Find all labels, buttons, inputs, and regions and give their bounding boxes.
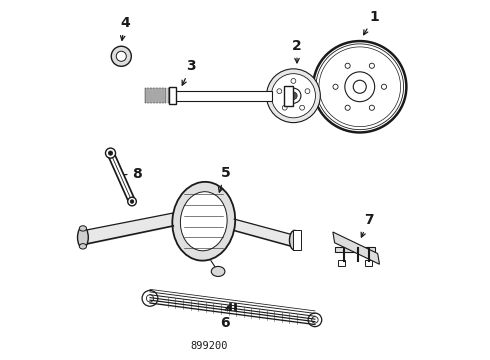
FancyBboxPatch shape <box>150 88 152 103</box>
Circle shape <box>333 84 338 89</box>
Circle shape <box>345 63 350 68</box>
Ellipse shape <box>180 192 227 251</box>
Text: 7: 7 <box>361 213 373 237</box>
Circle shape <box>271 74 316 118</box>
FancyBboxPatch shape <box>147 88 149 103</box>
Text: 6: 6 <box>220 306 230 330</box>
Circle shape <box>308 313 322 327</box>
FancyBboxPatch shape <box>145 88 147 103</box>
Text: 5: 5 <box>219 166 230 192</box>
FancyBboxPatch shape <box>338 260 345 266</box>
FancyBboxPatch shape <box>162 88 164 103</box>
Circle shape <box>282 105 287 110</box>
Ellipse shape <box>290 230 299 250</box>
FancyBboxPatch shape <box>169 87 176 104</box>
Circle shape <box>267 69 320 123</box>
Circle shape <box>111 46 131 66</box>
FancyBboxPatch shape <box>293 230 300 250</box>
Circle shape <box>369 105 374 110</box>
Text: 1: 1 <box>364 10 379 35</box>
Circle shape <box>142 291 158 306</box>
Circle shape <box>290 92 297 99</box>
FancyBboxPatch shape <box>285 86 294 106</box>
FancyBboxPatch shape <box>365 260 372 266</box>
Circle shape <box>353 80 367 93</box>
Circle shape <box>277 89 282 94</box>
Text: 4: 4 <box>120 16 130 40</box>
Ellipse shape <box>79 226 87 231</box>
Text: 8: 8 <box>118 167 142 181</box>
FancyBboxPatch shape <box>170 91 272 101</box>
FancyBboxPatch shape <box>165 88 167 103</box>
Ellipse shape <box>77 226 88 248</box>
Polygon shape <box>333 232 379 264</box>
FancyBboxPatch shape <box>156 88 158 103</box>
Circle shape <box>116 51 126 61</box>
Text: 3: 3 <box>182 59 196 85</box>
FancyBboxPatch shape <box>153 88 155 103</box>
Circle shape <box>105 148 116 158</box>
Ellipse shape <box>172 182 235 261</box>
Ellipse shape <box>79 244 87 249</box>
Circle shape <box>108 151 113 155</box>
Text: 2: 2 <box>292 39 302 63</box>
Circle shape <box>305 89 310 94</box>
FancyBboxPatch shape <box>168 88 170 103</box>
Circle shape <box>381 84 387 89</box>
Ellipse shape <box>211 266 225 276</box>
FancyBboxPatch shape <box>159 88 161 103</box>
Circle shape <box>369 63 374 68</box>
Circle shape <box>130 200 134 203</box>
FancyBboxPatch shape <box>335 247 375 252</box>
Text: 899200: 899200 <box>191 341 228 351</box>
Circle shape <box>345 105 350 110</box>
Circle shape <box>291 78 296 84</box>
Circle shape <box>128 197 136 206</box>
Circle shape <box>300 105 304 110</box>
